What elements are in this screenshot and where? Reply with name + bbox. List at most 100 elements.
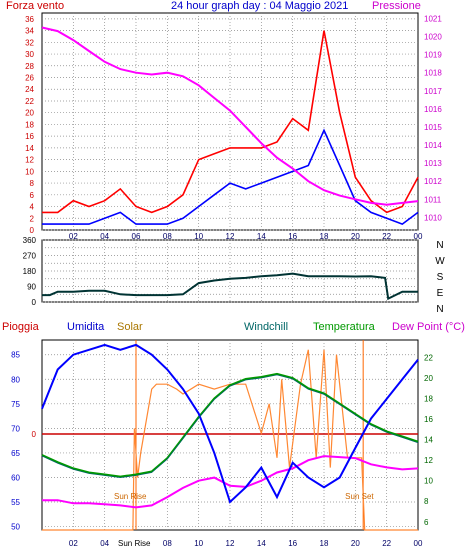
humidity-tick-label: 65 — [11, 449, 20, 458]
wind-speed-tick-label: 8 — [30, 179, 35, 188]
chart-title: 24 hour graph day : 04 Maggio 2021 — [171, 0, 348, 12]
dewpoint-line — [42, 455, 419, 509]
direction-series — [42, 272, 418, 301]
temperature-tick-label: 14 — [424, 436, 433, 445]
x-tick-label: 20 — [351, 539, 360, 548]
x-tick-label: 10 — [194, 232, 203, 241]
humidity-tick-label: 55 — [11, 498, 20, 507]
wind-speed-tick-label: 30 — [25, 50, 34, 59]
x-tick-label: 04 — [100, 232, 109, 241]
x-tick-label: 04 — [100, 539, 109, 548]
rain-tick-label: 0 — [32, 430, 37, 439]
sunset-annotation: Sun Set — [345, 492, 374, 501]
legend-pioggia: Pioggia — [2, 321, 40, 333]
x-tick-label: 14 — [257, 539, 266, 548]
gust-line — [42, 30, 419, 214]
temperature-tick-label: 22 — [424, 353, 433, 362]
wind-speed-tick-label: 28 — [25, 62, 34, 71]
wind-speed-tick-label: 36 — [25, 15, 34, 24]
pressure-axis-title: Pressione — [372, 0, 421, 12]
climate-x-tick-labels: 02 04 08 10 12 14 16 18 20 22 00 — [69, 539, 423, 548]
x-tick-label: 20 — [351, 232, 360, 241]
x-tick-label: 16 — [288, 539, 297, 548]
x-tick-label: 22 — [382, 539, 391, 548]
direction-line — [42, 272, 418, 301]
wind-speed-tick-label: 24 — [25, 85, 34, 94]
direction-tick-label: 0 — [32, 298, 37, 307]
x-tick-label: 18 — [320, 539, 329, 548]
windchill-line — [41, 374, 419, 479]
x-tick-label: 16 — [288, 232, 297, 241]
x-tick-label: 14 — [257, 232, 266, 241]
wind-speed-tick-label: 10 — [25, 167, 34, 176]
temperature-tick-label: 6 — [424, 518, 429, 527]
pressure-tick-label: 1016 — [424, 105, 442, 114]
solar-line — [42, 349, 418, 531]
humidity-tick-label: 80 — [11, 375, 20, 384]
x-tick-label: 18 — [320, 232, 329, 241]
humidity-tick-labels: 50 55 60 65 70 75 80 85 — [11, 351, 20, 532]
legend-temperatura: Temperatura — [313, 321, 376, 333]
x-tick-label: 02 — [69, 232, 78, 241]
pressure-tick-label: 1021 — [424, 14, 442, 23]
wind-speed-tick-label: 26 — [25, 74, 34, 83]
climate-series: 0 — [32, 340, 419, 531]
speed-line — [42, 128, 419, 226]
wind-speed-tick-label: 12 — [25, 156, 34, 165]
temperature-line — [41, 372, 419, 478]
compass-label: N — [436, 304, 443, 315]
compass-label: W — [435, 256, 445, 267]
compass-label: N — [436, 240, 443, 251]
wind-speed-tick-label: 34 — [25, 27, 34, 36]
x-tick-label: 12 — [226, 232, 235, 241]
wind-speed-tick-label: 32 — [25, 38, 34, 47]
sunrise-annotation: Sun Rise — [114, 492, 147, 501]
pressure-tick-label: 1018 — [424, 69, 442, 78]
x-tick-label: 08 — [163, 539, 172, 548]
pressure-tick-labels: 1010 1011 1012 1013 1014 1015 1016 1017 1018 1019… — [424, 14, 442, 222]
sunrise-axis-annotation: Sun Rise — [118, 539, 151, 548]
humidity-tick-label: 50 — [11, 523, 20, 532]
wind-speed-tick-label: 6 — [30, 191, 35, 200]
x-tick-label: 22 — [382, 232, 391, 241]
wind-speed-tick-label: 22 — [25, 97, 34, 106]
pressure-tick-label: 1020 — [424, 33, 442, 42]
humidity-tick-label: 70 — [11, 424, 20, 433]
x-tick-label: 08 — [163, 232, 172, 241]
wind-speed-axis-title: Forza vento — [6, 0, 64, 12]
humidity-tick-label: 75 — [11, 400, 20, 409]
x-tick-label: 10 — [194, 539, 203, 548]
pressure-tick-label: 1015 — [424, 123, 442, 132]
direction-tick-labels: 0 90 180 270 360 — [23, 236, 37, 307]
wind-speed-tick-label: 14 — [25, 144, 34, 153]
wind-x-tick-labels: 02 04 06 08 10 12 14 16 18 20 22 00 — [69, 232, 423, 241]
temperature-tick-label: 18 — [424, 395, 433, 404]
direction-tick-label: 270 — [23, 252, 37, 261]
humidity-line — [41, 343, 419, 504]
wind-grid — [42, 13, 418, 231]
wind-speed-tick-label: 20 — [25, 109, 34, 118]
direction-tick-label: 360 — [23, 236, 37, 245]
wind-speed-tick-label: 18 — [25, 120, 34, 129]
direction-tick-label: 90 — [27, 283, 36, 292]
temperature-tick-label: 8 — [424, 497, 429, 506]
temperature-tick-label: 12 — [424, 456, 433, 465]
wind-speed-tick-label: 4 — [30, 203, 35, 212]
x-tick-label: 00 — [414, 232, 423, 241]
pressure-line — [41, 26, 419, 206]
pressure-tick-label: 1017 — [424, 87, 442, 96]
legend-solar: Solar — [117, 321, 143, 333]
temperature-tick-label: 16 — [424, 415, 433, 424]
pressure-tick-label: 1011 — [424, 195, 442, 204]
x-tick-label: 12 — [226, 539, 235, 548]
x-tick-label: 00 — [414, 539, 423, 548]
wind-series — [41, 26, 419, 226]
compass-label: E — [437, 288, 444, 299]
pressure-tick-label: 1014 — [424, 141, 442, 150]
pressure-tick-label: 1019 — [424, 51, 442, 60]
pressure-tick-label: 1013 — [424, 159, 442, 168]
x-tick-label: 02 — [69, 539, 78, 548]
